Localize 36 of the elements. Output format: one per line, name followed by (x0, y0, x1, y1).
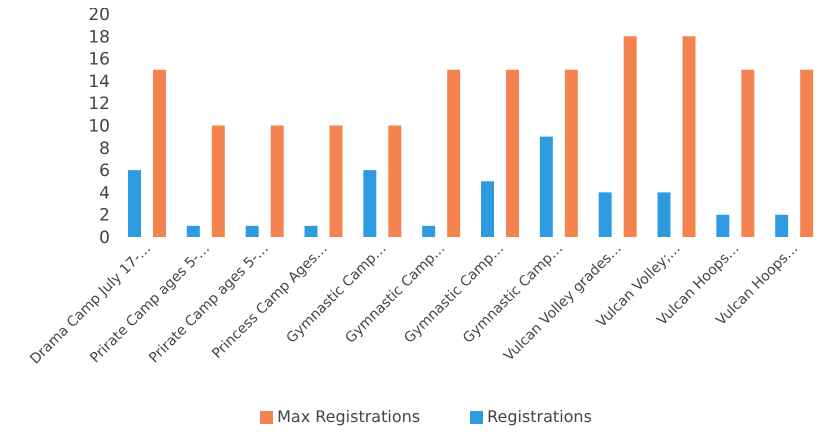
bar (388, 126, 402, 237)
y-tick-label: 10 (88, 116, 110, 137)
bar (506, 70, 519, 237)
legend-label: Max Registrations (277, 407, 420, 426)
y-tick-label: 0 (99, 228, 110, 248)
bar (658, 192, 670, 237)
y-tick-label: 6 (99, 161, 110, 182)
y-tick-label: 16 (88, 50, 110, 70)
bar (598, 192, 612, 237)
y-tick-label: 18 (88, 27, 110, 48)
bar (153, 70, 166, 237)
bar (330, 126, 342, 237)
y-tick-label: 4 (99, 183, 110, 204)
y-tick-label: 14 (88, 72, 110, 92)
bar (304, 226, 318, 237)
bar (186, 226, 200, 237)
y-tick-label: 12 (88, 94, 110, 114)
bar (128, 170, 141, 237)
bar (212, 126, 225, 237)
legend-label: Registrations (487, 407, 592, 426)
bar (624, 36, 637, 237)
bar (682, 36, 696, 237)
y-tick-label: 8 (99, 138, 110, 159)
bar (270, 126, 284, 237)
bar (716, 214, 730, 237)
bar (481, 181, 494, 237)
bar (775, 214, 788, 237)
bar (540, 136, 553, 237)
bar (363, 170, 376, 237)
bar (246, 226, 259, 237)
bar (741, 70, 754, 237)
bar (422, 226, 436, 237)
bar (564, 70, 578, 237)
bar (800, 70, 814, 237)
y-tick-label: 2 (99, 206, 110, 226)
bar (447, 70, 460, 237)
